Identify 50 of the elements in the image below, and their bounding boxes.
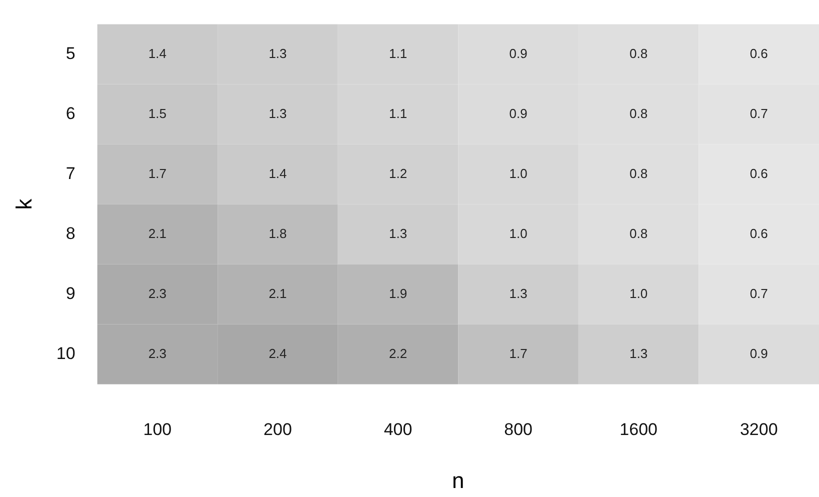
data-label: 0.9 <box>509 106 528 121</box>
x-tick-label: 3200 <box>740 420 778 440</box>
data-label: 2.1 <box>268 286 287 301</box>
x-tick-label: 400 <box>384 420 412 440</box>
data-label: 2.4 <box>268 346 287 361</box>
data-label: 0.8 <box>630 166 648 181</box>
y-tick-label: 7 <box>66 164 76 183</box>
data-label: 1.0 <box>509 166 528 181</box>
data-label: 2.3 <box>148 286 166 301</box>
data-label: 2.3 <box>148 346 166 361</box>
data-label: 1.0 <box>509 226 528 241</box>
x-tick-label: 800 <box>504 420 532 440</box>
y-tick-label: 9 <box>66 284 76 303</box>
data-label: 1.4 <box>268 166 287 181</box>
data-label: 0.9 <box>509 46 528 61</box>
data-label: 2.2 <box>388 346 408 361</box>
data-label: 1.4 <box>148 46 166 61</box>
x-tick-label: 200 <box>264 420 292 440</box>
y-axis-title: k <box>11 198 36 210</box>
x-axis-title: n <box>452 468 464 493</box>
data-label: 0.6 <box>750 166 768 181</box>
y-tick-label: 5 <box>66 44 76 63</box>
data-label: 1.8 <box>268 226 287 241</box>
data-label: 0.9 <box>750 346 768 361</box>
data-label: 1.2 <box>388 166 408 181</box>
data-label: 1.7 <box>509 346 528 361</box>
y-tick-label: 6 <box>66 104 76 123</box>
data-label: 0.6 <box>750 46 768 61</box>
data-label: 1.3 <box>388 226 408 241</box>
y-tick-label: 8 <box>66 224 76 243</box>
data-label: 1.1 <box>388 106 408 121</box>
data-label: 1.3 <box>268 106 287 121</box>
data-label: 2.1 <box>148 226 166 241</box>
x-tick-label: 100 <box>143 420 172 440</box>
data-label: 1.0 <box>630 286 648 301</box>
data-label: 0.7 <box>750 106 768 121</box>
data-label: 1.9 <box>388 286 408 301</box>
data-label: 1.3 <box>268 46 287 61</box>
data-label: 1.3 <box>509 286 528 301</box>
data-label: 1.1 <box>388 46 408 61</box>
data-label: 0.8 <box>630 106 648 121</box>
data-label: 1.3 <box>630 346 648 361</box>
data-label: 0.7 <box>750 286 768 301</box>
y-tick-label: 10 <box>56 344 76 363</box>
data-label: 0.8 <box>630 226 648 241</box>
data-label: 0.6 <box>750 226 768 241</box>
data-label: 1.7 <box>148 166 166 181</box>
data-label: 1.5 <box>148 106 166 121</box>
x-tick-label: 1600 <box>620 420 658 440</box>
data-label: 0.8 <box>630 46 648 61</box>
